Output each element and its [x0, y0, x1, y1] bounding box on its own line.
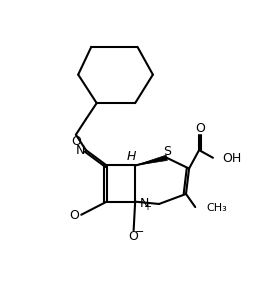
Text: S: S — [164, 145, 171, 158]
Text: H: H — [127, 150, 136, 163]
Text: −: − — [135, 228, 144, 237]
Text: O: O — [128, 230, 138, 243]
Text: O: O — [196, 122, 206, 135]
Text: CH₃: CH₃ — [206, 203, 227, 213]
Text: O: O — [71, 135, 81, 148]
Text: +: + — [143, 202, 151, 212]
Text: O: O — [69, 209, 79, 222]
Text: N: N — [140, 197, 149, 210]
Polygon shape — [135, 155, 167, 166]
Text: N: N — [76, 144, 85, 157]
Text: OH: OH — [222, 152, 241, 165]
